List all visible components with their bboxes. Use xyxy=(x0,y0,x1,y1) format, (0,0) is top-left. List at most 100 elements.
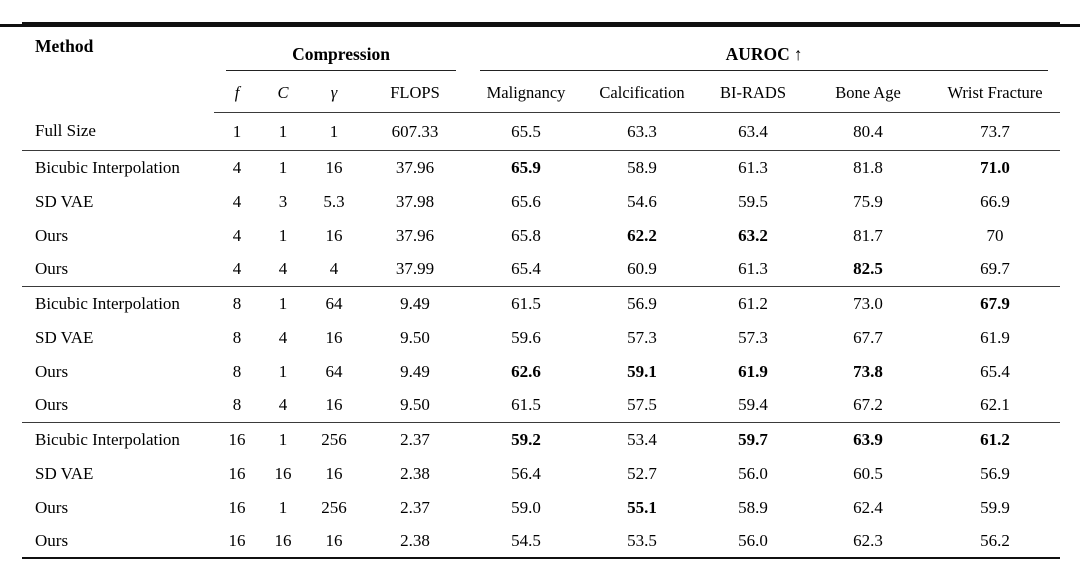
method-cell: Bicubic Interpolation xyxy=(22,149,214,184)
value-cell: 8 xyxy=(232,395,242,415)
column-header-c: C xyxy=(260,71,306,113)
value-cell: 1 xyxy=(329,121,339,141)
column-group-compression: Compression xyxy=(214,23,468,71)
value-cell: 75.9 xyxy=(853,191,883,211)
column-header-bi-rads: BI-RADS xyxy=(700,71,807,113)
value-cell: 256 xyxy=(321,497,347,517)
value-cell: 607.33 xyxy=(391,121,439,141)
value-cell: 53.4 xyxy=(584,421,701,456)
value-cell: 70 xyxy=(986,225,1004,245)
value-cell: 67.7 xyxy=(853,327,883,347)
table-row: Ours 4 1 16 37.96 65.8 62.2 63.2 81.7 70 xyxy=(22,218,1060,252)
value-cell: 16 xyxy=(228,463,246,483)
value-cell: 63.4 xyxy=(738,121,768,141)
value-cell: 57.3 xyxy=(738,327,768,347)
up-arrow-icon: ↑ xyxy=(793,43,803,64)
value-cell: 59.7 xyxy=(700,421,807,456)
value-cell: 61.2 xyxy=(700,285,807,320)
value-cell: 63.9 xyxy=(806,421,931,456)
page-top-rule xyxy=(0,24,1080,27)
column-header-flops: FLOPS xyxy=(362,71,469,113)
value-cell: 57.3 xyxy=(627,327,657,347)
table-row: SD VAE 8 4 16 9.50 59.6 57.3 57.3 67.7 61.9 xyxy=(22,320,1060,354)
value-cell: 16 xyxy=(325,225,343,245)
value-cell: 59.0 xyxy=(511,497,541,517)
value-cell: 4 xyxy=(278,395,288,415)
value-cell: 56.9 xyxy=(980,463,1010,483)
value-cell: 61.9 xyxy=(738,361,768,381)
value-cell: 62.1 xyxy=(980,395,1010,415)
value-cell: 1 xyxy=(278,497,288,517)
method-cell: Ours xyxy=(35,259,69,279)
value-cell: 65.4 xyxy=(980,361,1010,381)
value-cell: 4 xyxy=(278,327,288,347)
value-cell: 61.2 xyxy=(930,421,1061,456)
value-cell: 59.9 xyxy=(980,497,1010,517)
value-cell: 1 xyxy=(278,361,288,381)
value-cell: 16 xyxy=(228,497,246,517)
auroc-group-label: AUROC ↑ xyxy=(480,43,1049,71)
value-cell: 2.38 xyxy=(400,531,430,550)
value-cell: 16 xyxy=(325,463,343,483)
value-cell: 62.4 xyxy=(853,497,883,517)
value-cell: 2.37 xyxy=(362,421,469,456)
value-cell: 56.2 xyxy=(980,531,1010,550)
method-cell: SD VAE xyxy=(35,327,94,347)
value-cell: 2.37 xyxy=(400,497,430,517)
value-cell: 4 xyxy=(329,259,339,279)
value-cell: 65.5 xyxy=(511,121,541,141)
value-cell: 65.9 xyxy=(468,149,585,184)
method-cell: SD VAE xyxy=(35,191,94,211)
column-header-calcification: Calcification xyxy=(584,71,701,113)
method-cell: SD VAE xyxy=(35,463,94,483)
value-cell: 16 xyxy=(274,531,292,550)
value-cell: 52.7 xyxy=(627,463,657,483)
value-cell: 16 xyxy=(325,531,343,550)
column-header--: γ xyxy=(306,71,362,113)
method-cell: Ours xyxy=(35,531,69,550)
value-cell: 1 xyxy=(278,225,288,245)
value-cell: 62.6 xyxy=(511,361,541,381)
value-cell: 63.2 xyxy=(738,225,768,245)
value-cell: 73.0 xyxy=(806,285,931,320)
table-row: SD VAE 4 3 5.3 37.98 65.6 54.6 59.5 75.9 66.9 xyxy=(22,184,1060,218)
value-cell: 71.0 xyxy=(930,149,1061,184)
value-cell: 16 xyxy=(306,149,362,184)
value-cell: 8 xyxy=(232,327,242,347)
value-cell: 16 xyxy=(228,531,246,550)
value-cell: 56.9 xyxy=(584,285,701,320)
value-cell: 61.5 xyxy=(468,285,585,320)
value-cell: 67.9 xyxy=(930,285,1061,320)
method-cell: Full Size xyxy=(35,121,96,141)
value-cell: 256 xyxy=(306,421,362,456)
value-cell: 82.5 xyxy=(853,259,883,279)
table-row: Bicubic Interpolation 8 1 64 9.49 61.5 56.9 61.… xyxy=(22,285,1061,320)
value-cell: 4 xyxy=(232,191,242,211)
value-cell: 62.2 xyxy=(627,225,657,245)
column-header-method: Method xyxy=(35,36,94,56)
value-cell: 61.3 xyxy=(700,149,807,184)
compression-label-text: Compression xyxy=(292,43,390,64)
value-cell: 81.8 xyxy=(806,149,931,184)
value-cell: 56.0 xyxy=(738,531,768,550)
auroc-label-text: AUROC xyxy=(725,43,790,64)
value-cell: 60.9 xyxy=(627,259,657,279)
column-header-malignancy: Malignancy xyxy=(468,71,585,113)
value-cell: 9.50 xyxy=(400,327,430,347)
table-row: Ours 16 16 16 2.38 54.5 53.5 56.0 62.3 56.2 xyxy=(22,524,1060,558)
value-cell: 73.8 xyxy=(853,361,883,381)
value-cell: 81.7 xyxy=(853,225,883,245)
table-row: Ours 16 1 256 2.37 59.0 55.1 58.9 62.4 59.9 xyxy=(22,490,1060,524)
value-cell: 65.6 xyxy=(511,191,541,211)
table-row: Ours 8 4 16 9.50 61.5 57.5 59.4 67.2 62.1 xyxy=(22,388,1060,422)
table-row: Ours 4 4 4 37.99 65.4 60.9 61.3 82.5 69.7 xyxy=(22,252,1060,286)
value-cell: 59.2 xyxy=(468,421,585,456)
value-cell: 2.38 xyxy=(400,463,430,483)
value-cell: 53.5 xyxy=(627,531,657,550)
value-cell: 37.96 xyxy=(362,149,469,184)
value-cell: 1 xyxy=(232,121,242,141)
value-cell: 59.6 xyxy=(511,327,541,347)
method-cell: Bicubic Interpolation xyxy=(22,421,214,456)
